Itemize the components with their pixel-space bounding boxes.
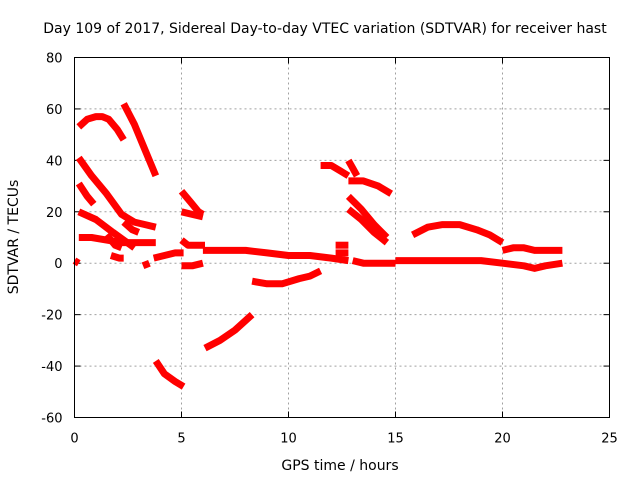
x-tick-label: 5 — [177, 432, 185, 447]
series-s01 — [72, 257, 81, 267]
chart-title: Day 109 of 2017, Sidereal Day-to-day VTE… — [43, 21, 607, 37]
y-tick-label: 0 — [54, 257, 62, 272]
series-s18 — [203, 312, 255, 352]
series-s28 — [351, 257, 396, 267]
y-tick-label: -40 — [41, 360, 62, 375]
series-s31 — [501, 244, 563, 254]
y-tick-label: 20 — [46, 206, 63, 221]
series-s24 — [345, 158, 361, 178]
series-s26 — [345, 193, 390, 240]
y-tick-label: 60 — [46, 103, 63, 118]
y-tick-label: -20 — [41, 309, 62, 324]
series-s12 — [152, 249, 184, 262]
series-s15 — [180, 208, 204, 221]
series-s07 — [121, 219, 141, 236]
series-s10 — [109, 252, 124, 262]
x-tick-label: 25 — [601, 432, 618, 447]
series-s19 — [202, 246, 349, 265]
y-tick-label: 80 — [46, 52, 63, 67]
x-tick-label: 10 — [280, 432, 297, 447]
series-s30 — [411, 221, 505, 246]
series-s04 — [75, 155, 157, 231]
series-s02 — [76, 113, 127, 142]
series-s08 — [78, 234, 156, 247]
series-s17 — [181, 259, 204, 270]
series-s20 — [251, 267, 323, 288]
x-tick-label: 15 — [387, 432, 404, 447]
data-series-layer — [72, 102, 563, 390]
plot-frame — [74, 57, 610, 418]
series-s11 — [141, 259, 151, 270]
x-tick-label: 0 — [70, 432, 78, 447]
series-s21 — [320, 162, 351, 179]
series-s05 — [75, 181, 97, 207]
y-tick-label: 40 — [46, 154, 63, 169]
series-s09 — [103, 232, 123, 252]
series-s16 — [179, 237, 205, 249]
series-s27 — [346, 206, 390, 246]
y-axis-label: SDTVAR / TECUs — [6, 180, 22, 295]
series-s25 — [348, 177, 394, 197]
x-tick-label: 20 — [494, 432, 511, 447]
x-axis-label: GPS time / hours — [281, 458, 398, 474]
series-s29 — [395, 257, 563, 272]
series-s13 — [152, 358, 186, 390]
series-s03 — [120, 102, 160, 178]
y-tick-label: -60 — [41, 412, 62, 427]
